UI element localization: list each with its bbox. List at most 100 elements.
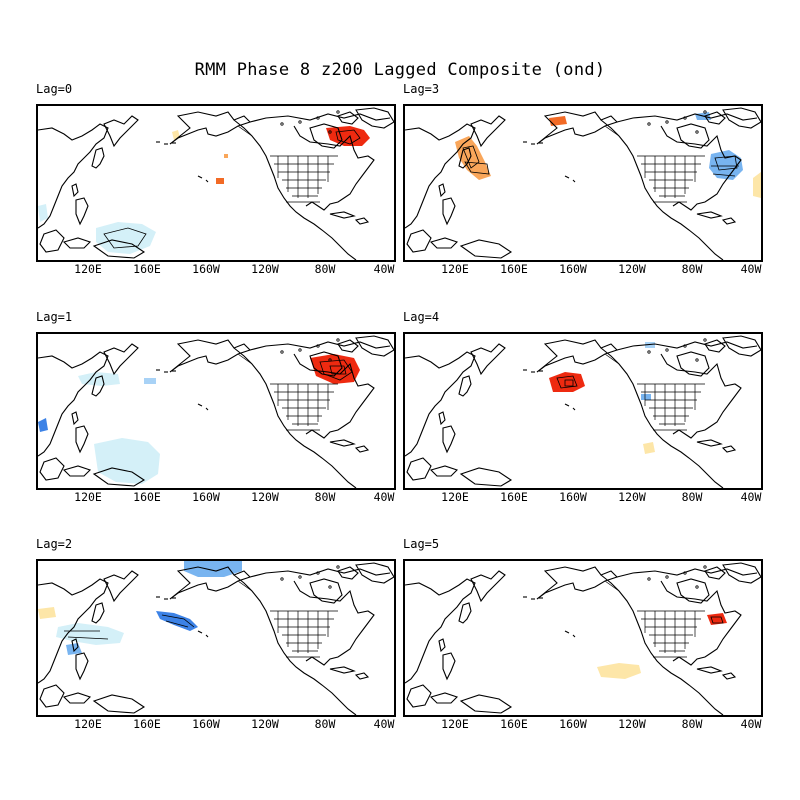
island — [683, 344, 687, 348]
island — [280, 577, 284, 581]
x-tick-label: 40W — [373, 490, 395, 504]
coastline — [38, 123, 109, 229]
anomaly-shading — [310, 354, 360, 384]
coastline — [429, 237, 459, 249]
island — [298, 348, 302, 352]
x-tick-label: 160W — [192, 490, 220, 504]
coastline — [337, 111, 359, 125]
island — [695, 358, 699, 362]
state-border — [604, 125, 620, 137]
island — [665, 120, 669, 124]
coastline — [722, 107, 761, 129]
island — [316, 116, 320, 120]
anomaly-shading — [753, 172, 761, 198]
coastline — [600, 347, 724, 488]
x-tick-label: 120W — [251, 262, 279, 276]
x-tick-labels: 120E 160E 160W 120W 80W 40W — [403, 490, 763, 506]
coastline — [600, 574, 724, 715]
anomaly-contour — [165, 620, 189, 628]
anomaly-shading — [643, 442, 655, 454]
anomaly-shading — [216, 178, 224, 184]
map-canvas — [405, 335, 761, 488]
coastline — [92, 239, 146, 259]
x-tick-label: 80W — [314, 490, 336, 504]
coastline — [38, 351, 109, 457]
coastline — [536, 566, 619, 600]
coastline — [39, 229, 65, 253]
coastline — [459, 467, 513, 487]
coastline — [406, 457, 432, 481]
coastline — [458, 602, 472, 624]
anomaly-contour — [329, 365, 347, 375]
coastline — [676, 578, 710, 604]
state-border — [604, 580, 620, 592]
map-frame — [403, 332, 763, 490]
anomaly-contour — [335, 129, 361, 145]
x-tick-label: 80W — [681, 490, 703, 504]
coastline — [572, 179, 576, 183]
coastline — [660, 125, 742, 211]
anomaly-contour — [103, 227, 147, 249]
coastline — [722, 562, 761, 584]
island — [703, 338, 707, 342]
anomaly-contour — [556, 375, 578, 389]
panel-label: Lag=4 — [403, 310, 440, 324]
x-tick-label: 160W — [559, 717, 587, 731]
anomaly-contour — [464, 161, 490, 175]
state-border — [237, 125, 253, 137]
coastline — [536, 339, 619, 373]
anomaly-shading — [38, 418, 48, 432]
x-tick-label: 120E — [74, 717, 102, 731]
x-tick-label: 80W — [314, 717, 336, 731]
x-tick-label: 40W — [373, 262, 395, 276]
anomaly-contour — [710, 616, 724, 624]
coastline — [721, 445, 737, 453]
island — [316, 571, 320, 575]
map-canvas — [38, 335, 394, 488]
coastline — [564, 175, 570, 179]
coastline — [676, 123, 710, 149]
anomaly-shading — [641, 394, 651, 400]
coastline — [721, 217, 737, 225]
map-frame — [403, 559, 763, 717]
map-canvas — [405, 107, 761, 260]
coastline — [91, 147, 105, 169]
coastline — [442, 197, 456, 226]
x-tick-label: 160E — [133, 717, 161, 731]
base-map — [405, 107, 761, 260]
map-frame — [36, 332, 396, 490]
island — [280, 122, 284, 126]
anomaly-shading — [38, 607, 56, 619]
coastline — [293, 353, 375, 439]
coastline — [696, 666, 723, 674]
x-tick-label: 120W — [618, 490, 646, 504]
coastline — [405, 578, 476, 684]
island — [328, 585, 332, 589]
map-canvas — [405, 562, 761, 715]
coastline — [39, 457, 65, 481]
coastline — [62, 465, 92, 477]
coastline — [103, 343, 139, 376]
coastline — [169, 566, 252, 600]
state-border — [237, 580, 253, 592]
island — [647, 350, 651, 354]
panel-label: Lag=0 — [36, 82, 73, 96]
anomaly-contour — [712, 173, 736, 177]
x-tick-label: 40W — [740, 262, 762, 276]
coastline — [564, 403, 570, 407]
x-tick-label: 120W — [251, 490, 279, 504]
coastline — [355, 107, 394, 129]
panel-lag-0: Lag=0 120E 160E 160W 120W 80W 40W — [36, 82, 396, 276]
x-tick-labels: 120E 160E 160W 120W 80W 40W — [36, 490, 396, 506]
coastline — [38, 578, 109, 684]
coastline — [438, 638, 446, 653]
coastline — [75, 197, 89, 226]
coastline — [572, 407, 576, 411]
coastline — [205, 634, 209, 638]
coastline — [329, 211, 356, 219]
anomaly-shading — [224, 154, 228, 158]
coastline — [71, 411, 79, 426]
base-map — [38, 562, 394, 715]
coastline — [329, 439, 356, 447]
